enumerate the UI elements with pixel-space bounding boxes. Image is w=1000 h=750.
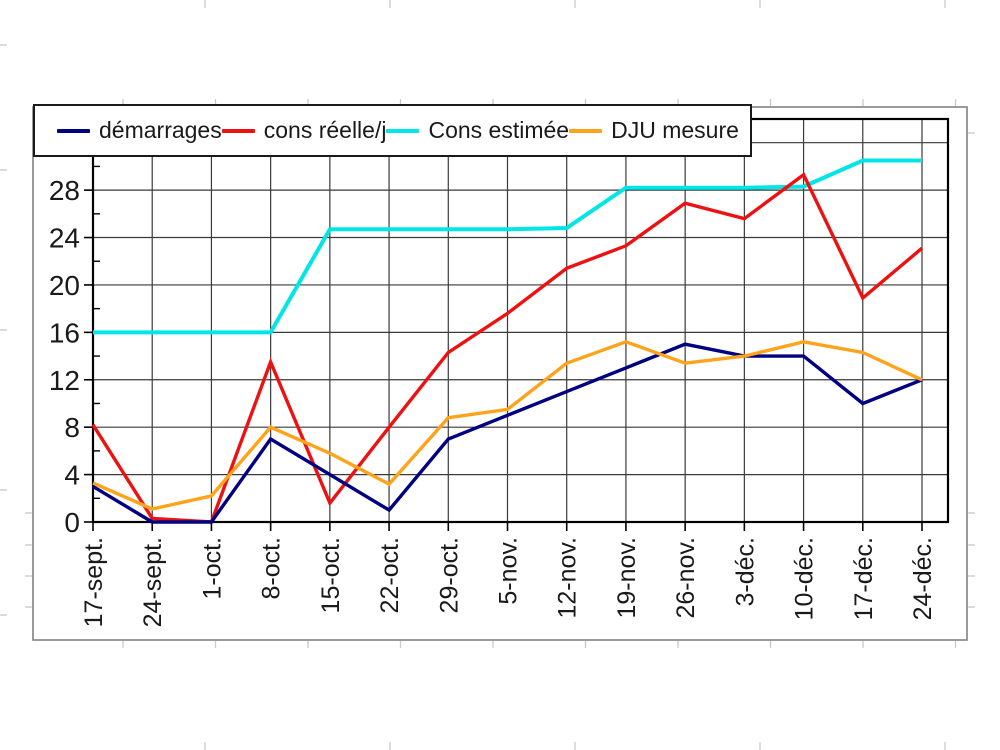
x-tick-label: 29-oct. (435, 537, 463, 613)
x-tick-label: 1-oct. (198, 537, 226, 600)
legend-item-demarrages: démarrages (57, 117, 222, 144)
legend-item-dju-mesure: DJU mesure (569, 117, 739, 144)
series-line-0 (92, 342, 923, 524)
x-tick-label: 24-déc. (909, 537, 937, 620)
legend-label-demarrages: démarrages (99, 117, 222, 143)
x-tick-label: 17-sept. (80, 537, 108, 627)
x-tick-label: 17-déc. (850, 537, 878, 620)
y-tick-label: 12 (49, 365, 80, 396)
x-tick-label: 22-oct. (376, 537, 404, 613)
y-tick-label: 8 (64, 412, 80, 443)
y-tick-label: 20 (49, 270, 80, 301)
legend-item-cons-reelle: cons réelle/j (221, 117, 387, 144)
axis-ticks (84, 118, 923, 531)
y-tick-label: 28 (49, 175, 80, 206)
legend: démarrages cons réelle/j Cons estimée DJ… (33, 104, 752, 157)
legend-label-dju-mesure: DJU mesure (611, 117, 739, 143)
x-tick-label: 19-nov. (613, 537, 641, 619)
x-tick-label: 12-nov. (554, 537, 582, 619)
x-tick-label: 10-déc. (791, 537, 819, 620)
series-line-2 (93, 158, 922, 335)
legend-line-swatch-demarrages (57, 128, 90, 133)
y-tick-label: 4 (64, 460, 80, 491)
legend-line-swatch-cons-estimee (386, 128, 420, 133)
x-axis-labels: 17-sept. 24-sept. 1-oct. 8-oct. 15-oct. 22-oc… (80, 537, 937, 627)
series-lines (91, 158, 924, 524)
y-axis-labels: 0 4 8 12 16 20 24 28 (49, 175, 80, 538)
x-tick-label: 5-nov. (495, 537, 523, 605)
x-tick-label: 3-déc. (731, 537, 759, 606)
x-tick-label: 15-oct. (317, 537, 345, 613)
gridlines (93, 119, 948, 522)
y-tick-label: 24 (49, 223, 80, 254)
legend-label-cons-reelle: cons réelle/j (263, 117, 387, 143)
series-line-3 (92, 339, 923, 511)
series-line-1 (91, 172, 924, 524)
x-tick-label: 8-oct. (258, 537, 286, 600)
legend-line-swatch-dju-mesure (569, 128, 603, 133)
y-tick-label: 0 (64, 507, 80, 538)
legend-line-swatch-cons-reelle (221, 128, 255, 133)
y-tick-label: 16 (49, 317, 80, 348)
x-tick-label: 24-sept. (139, 537, 167, 627)
legend-item-cons-estimee: Cons estimée (386, 117, 569, 144)
x-tick-label: 26-nov. (672, 537, 700, 619)
legend-label-cons-estimee: Cons estimée (428, 117, 570, 143)
